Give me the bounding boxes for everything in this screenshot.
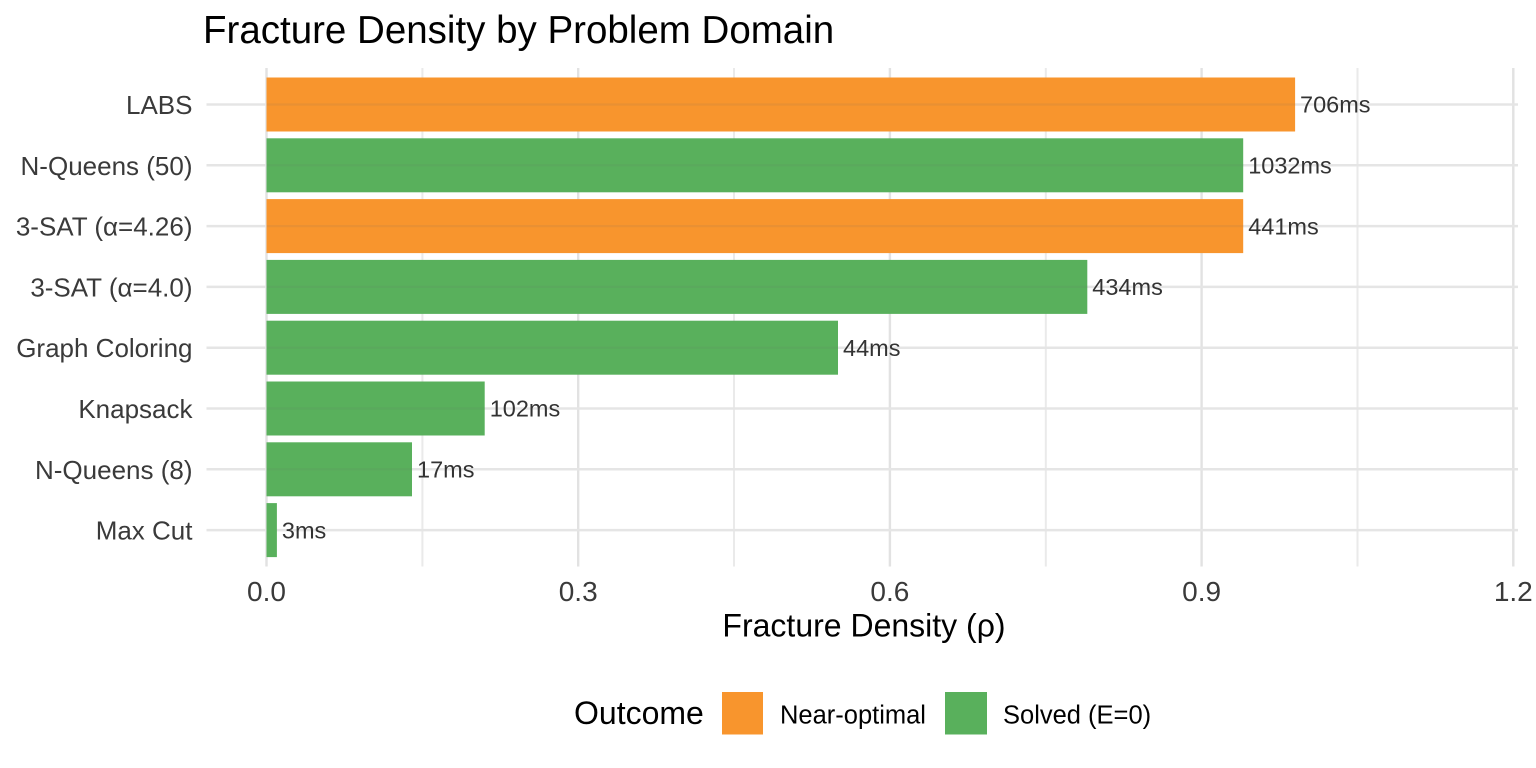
svg-text:0.9: 0.9 bbox=[1182, 576, 1221, 607]
svg-text:17ms: 17ms bbox=[417, 457, 474, 483]
svg-text:Graph Coloring: Graph Coloring bbox=[16, 333, 192, 363]
svg-text:434ms: 434ms bbox=[1092, 274, 1163, 300]
svg-text:3-SAT (α=4.0): 3-SAT (α=4.0) bbox=[30, 272, 192, 302]
svg-text:Outcome: Outcome bbox=[574, 695, 704, 731]
svg-text:Fracture Density by Problem Do: Fracture Density by Problem Domain bbox=[203, 9, 834, 52]
svg-text:Near-optimal: Near-optimal bbox=[780, 702, 926, 730]
svg-text:Solved (E=0): Solved (E=0) bbox=[1003, 702, 1151, 730]
svg-text:0.3: 0.3 bbox=[559, 576, 598, 607]
svg-text:706ms: 706ms bbox=[1300, 92, 1371, 118]
svg-text:102ms: 102ms bbox=[490, 396, 561, 422]
svg-text:N-Queens (8): N-Queens (8) bbox=[35, 455, 193, 485]
svg-text:Max Cut: Max Cut bbox=[96, 516, 194, 546]
svg-text:1032ms: 1032ms bbox=[1248, 153, 1332, 179]
svg-text:3-SAT (α=4.26): 3-SAT (α=4.26) bbox=[16, 212, 193, 242]
svg-text:3ms: 3ms bbox=[282, 517, 326, 543]
svg-text:LABS: LABS bbox=[126, 90, 193, 120]
svg-text:N-Queens (50): N-Queens (50) bbox=[21, 151, 193, 181]
svg-text:Fracture Density (ρ): Fracture Density (ρ) bbox=[722, 607, 1005, 643]
svg-text:0.0: 0.0 bbox=[247, 576, 286, 607]
svg-text:1.2: 1.2 bbox=[1494, 576, 1533, 607]
svg-text:441ms: 441ms bbox=[1248, 213, 1319, 239]
svg-text:0.6: 0.6 bbox=[870, 576, 909, 607]
svg-text:44ms: 44ms bbox=[843, 335, 900, 361]
svg-text:Knapsack: Knapsack bbox=[78, 394, 193, 424]
